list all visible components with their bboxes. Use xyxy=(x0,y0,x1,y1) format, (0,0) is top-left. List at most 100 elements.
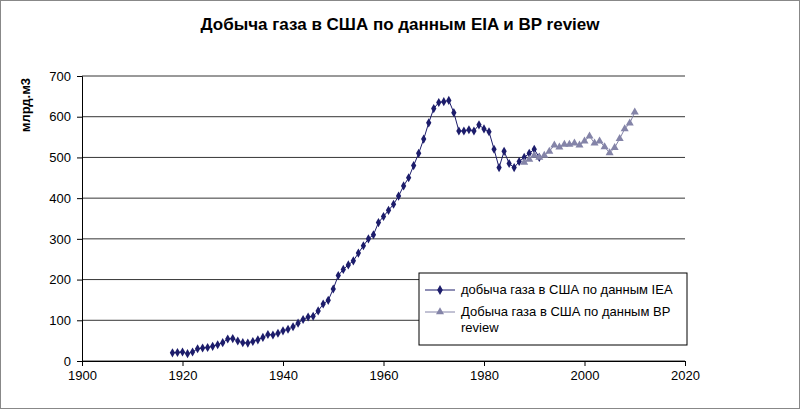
series-marker xyxy=(376,218,381,227)
series-marker xyxy=(170,348,175,357)
y-axis: 0 100 200 300 400 500 600 700 xyxy=(49,69,82,369)
series-marker xyxy=(366,234,371,243)
x-tick: 1900 xyxy=(68,361,97,383)
series-marker xyxy=(426,118,431,127)
series-marker xyxy=(611,143,619,150)
x-tick: 1940 xyxy=(269,361,298,383)
series-marker xyxy=(517,157,522,166)
y-tick-label: 200 xyxy=(49,272,71,287)
x-tick-label: 2020 xyxy=(671,368,700,383)
series-marker xyxy=(230,334,235,343)
legend-marker xyxy=(437,285,443,295)
y-tick-label: 300 xyxy=(49,232,71,247)
series-marker xyxy=(386,206,391,215)
y-tick: 200 xyxy=(49,272,82,287)
x-tick: 1980 xyxy=(470,361,499,383)
y-axis-line xyxy=(77,77,83,362)
series-marker xyxy=(260,333,265,342)
series-marker xyxy=(205,343,210,352)
series-marker xyxy=(486,127,491,136)
series-marker xyxy=(346,260,351,269)
series-marker xyxy=(391,200,396,209)
grid-line xyxy=(82,116,685,117)
series-marker xyxy=(341,265,346,274)
series-marker xyxy=(321,299,326,308)
y-tick-mark xyxy=(77,361,82,362)
series-marker xyxy=(451,108,456,117)
series-marker xyxy=(295,319,300,328)
series-marker xyxy=(416,149,421,158)
series-marker xyxy=(431,104,436,113)
y-tick-label: 0 xyxy=(64,354,71,369)
series-marker xyxy=(421,135,426,144)
series-marker xyxy=(195,344,200,353)
y-tick-label: 700 xyxy=(49,69,71,84)
x-tick-label: 1960 xyxy=(370,368,399,383)
series-line xyxy=(524,112,635,162)
x-tick-mark xyxy=(484,361,485,366)
x-tick-label: 2000 xyxy=(571,368,600,383)
series-marker xyxy=(356,249,361,258)
series-marker xyxy=(311,312,316,321)
x-axis-line xyxy=(83,362,686,367)
x-tick: 2020 xyxy=(671,361,700,383)
series-marker xyxy=(545,147,553,154)
grid-line xyxy=(82,76,685,77)
y-tick-label: 400 xyxy=(49,191,71,206)
series-marker xyxy=(471,126,476,135)
y-tick-mark xyxy=(77,320,82,321)
series-marker xyxy=(175,348,180,357)
series-marker xyxy=(185,349,190,358)
legend-label: Добыча газа в США по данным BPreview xyxy=(461,304,670,335)
series-marker xyxy=(601,142,609,149)
chart-border xyxy=(1,1,800,409)
series-marker xyxy=(446,96,451,105)
x-tick-mark xyxy=(183,361,184,366)
series-marker xyxy=(235,336,240,345)
legend: добыча газа в США по данным IEAДобыча га… xyxy=(419,273,687,345)
series-marker xyxy=(466,125,471,134)
series-marker xyxy=(456,126,461,135)
x-tick-mark xyxy=(283,361,284,366)
grid-line xyxy=(82,238,685,239)
series-marker xyxy=(411,161,416,170)
legend-marker xyxy=(436,307,444,314)
x-tick: 2000 xyxy=(571,361,600,383)
y-tick: 600 xyxy=(49,109,82,124)
series-marker xyxy=(626,119,634,126)
y-axis-title: млрд.м3 xyxy=(18,78,33,132)
x-tick-label: 1940 xyxy=(269,368,298,383)
series-marker xyxy=(461,126,466,135)
series-marker xyxy=(501,147,506,156)
series-marker xyxy=(336,271,341,280)
series-marker xyxy=(496,163,501,172)
series-marker xyxy=(270,330,275,339)
series-marker xyxy=(351,256,356,265)
y-tick-label: 600 xyxy=(49,109,71,124)
x-tick-mark xyxy=(585,361,586,366)
series-marker xyxy=(491,145,496,154)
series-marker xyxy=(586,132,594,139)
y-tick-label: 500 xyxy=(49,150,71,165)
series-marker xyxy=(396,192,401,201)
series-marker xyxy=(245,339,250,348)
y-tick: 100 xyxy=(49,313,82,328)
y-tick: 500 xyxy=(49,150,82,165)
series-marker xyxy=(331,284,336,293)
series-marker xyxy=(506,159,511,168)
y-tick-mark xyxy=(77,280,82,281)
series-marker xyxy=(250,337,255,346)
series-marker xyxy=(280,326,285,335)
series-marker xyxy=(285,325,290,334)
series-marker xyxy=(316,306,321,315)
series-marker xyxy=(481,124,486,133)
series-marker xyxy=(225,334,230,343)
title: Добыча газа в США по данным EIA и BP rev… xyxy=(201,15,601,34)
series-marker xyxy=(180,347,185,356)
series-marker xyxy=(200,343,205,352)
series-marker xyxy=(305,312,310,321)
chart: 1900192019401960198020002020010020030040… xyxy=(0,0,800,409)
y-tick: 700 xyxy=(49,69,82,84)
x-axis: 1900192019401960198020002020 xyxy=(68,361,700,383)
series-marker xyxy=(616,134,624,141)
